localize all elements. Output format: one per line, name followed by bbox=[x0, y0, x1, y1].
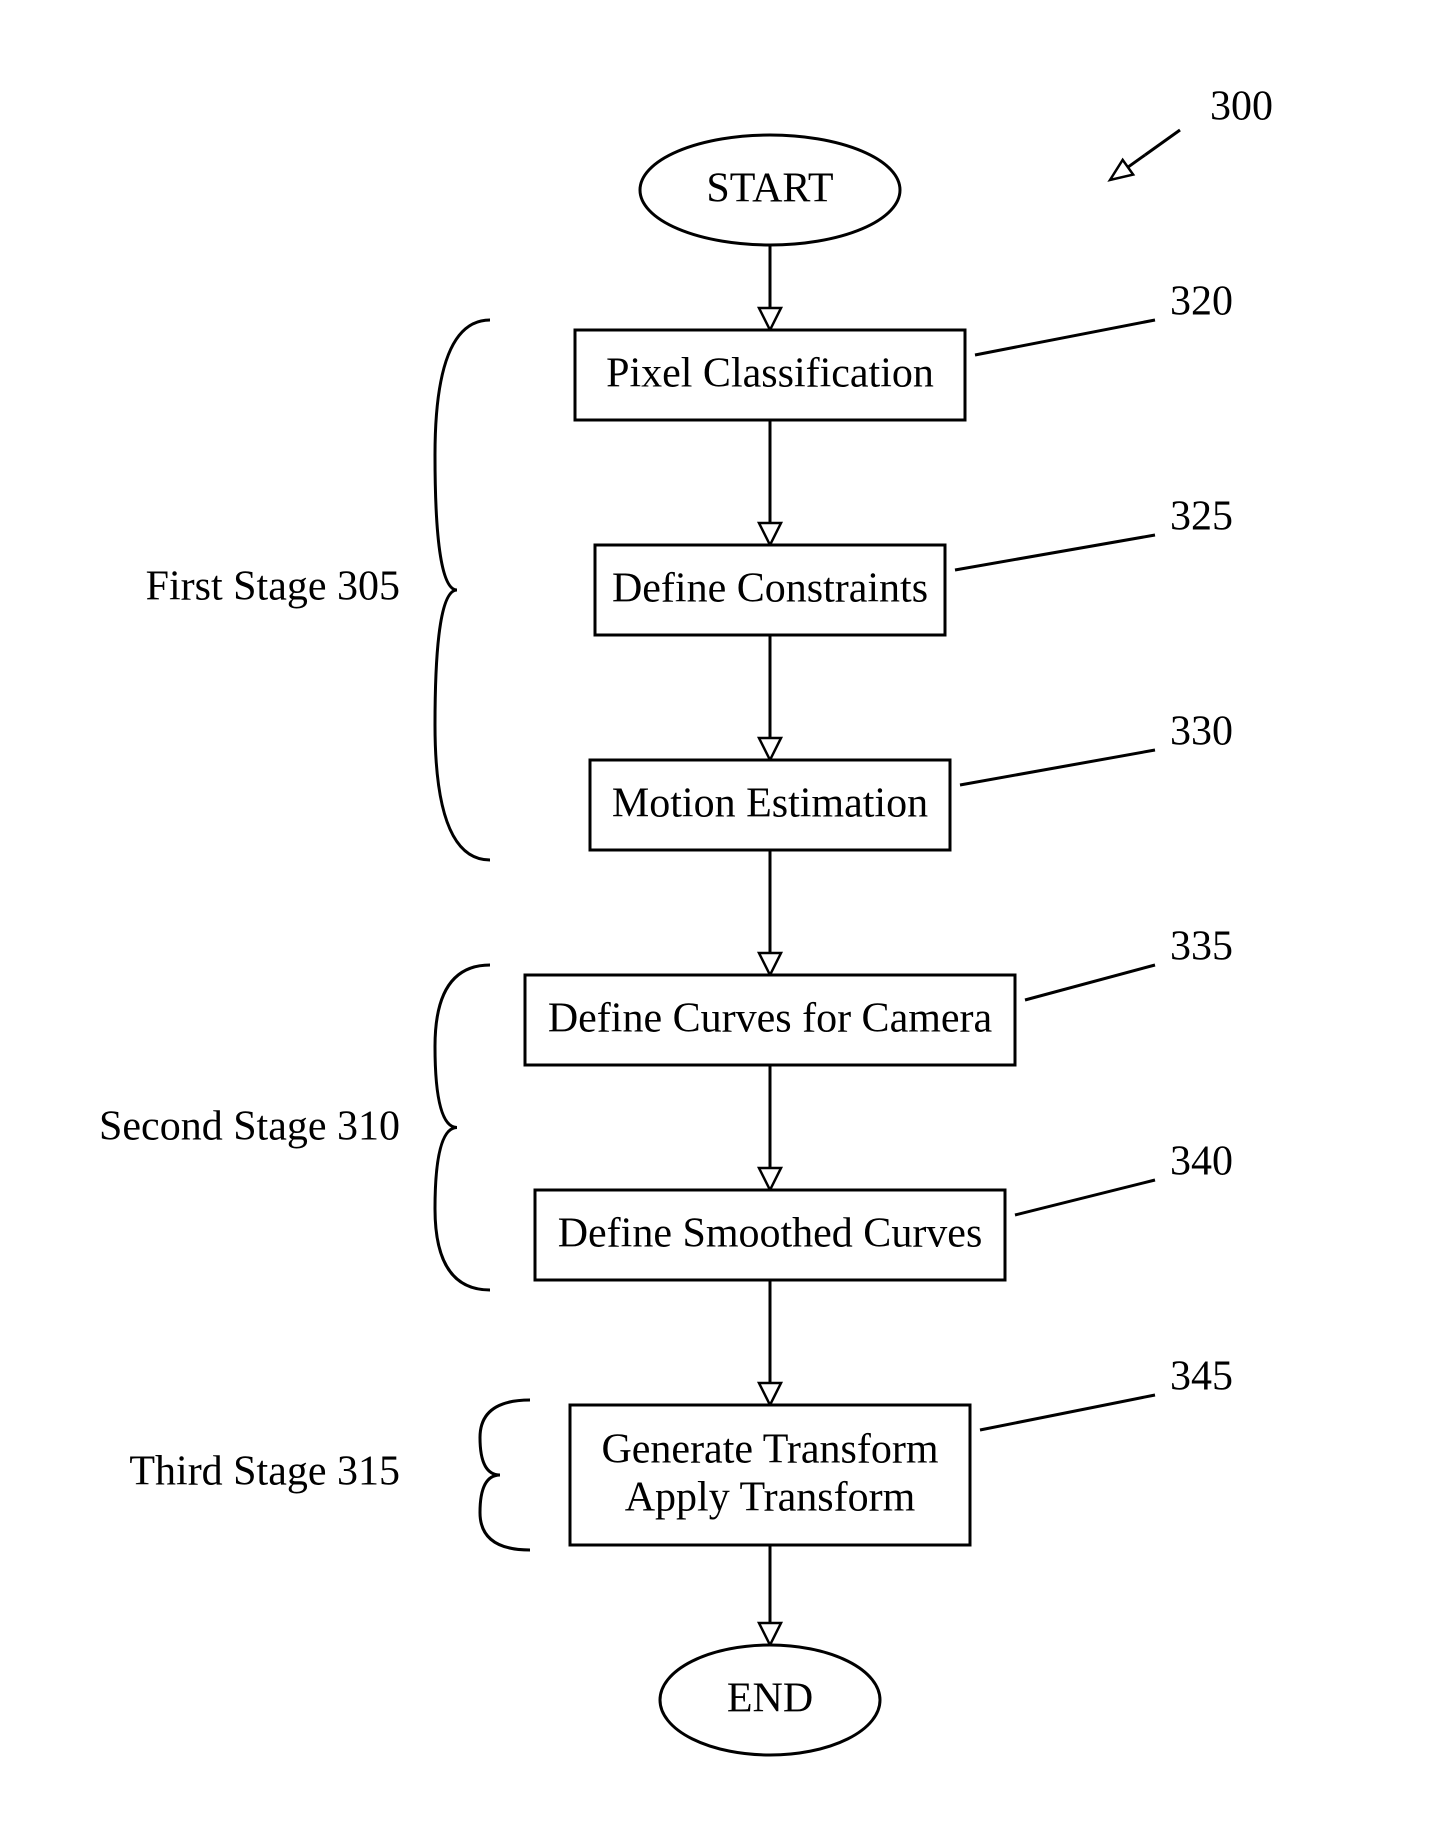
s305-label: First Stage 305 bbox=[146, 564, 400, 610]
n340-label: Define Smoothed Curves bbox=[558, 1211, 983, 1257]
n330-label: Motion Estimation bbox=[612, 781, 928, 827]
n320-label: Pixel Classification bbox=[606, 351, 934, 397]
start: START bbox=[640, 135, 900, 245]
n340: Define Smoothed Curves bbox=[535, 1190, 1005, 1280]
n325-label: Define Constraints bbox=[612, 566, 928, 612]
n330: Motion Estimation bbox=[590, 760, 950, 850]
s315-label: Third Stage 315 bbox=[129, 1449, 400, 1495]
figure-number: 300 bbox=[1210, 84, 1273, 130]
n345: Generate TransformApply Transform bbox=[570, 1405, 970, 1545]
n335-label: Define Curves for Camera bbox=[548, 996, 993, 1042]
s310-label: Second Stage 310 bbox=[99, 1104, 400, 1150]
c330-label: 330 bbox=[1170, 709, 1233, 755]
n345-line0: Generate Transform bbox=[601, 1427, 938, 1473]
end-label: END bbox=[727, 1676, 813, 1722]
n320: Pixel Classification bbox=[575, 330, 965, 420]
start-label: START bbox=[706, 166, 833, 212]
n345-line1: Apply Transform bbox=[625, 1475, 916, 1521]
c320-label: 320 bbox=[1170, 279, 1233, 325]
end: END bbox=[660, 1645, 880, 1755]
c345-label: 345 bbox=[1170, 1354, 1233, 1400]
n335: Define Curves for Camera bbox=[525, 975, 1015, 1065]
c340-label: 340 bbox=[1170, 1139, 1233, 1185]
c335-label: 335 bbox=[1170, 924, 1233, 970]
c325-label: 325 bbox=[1170, 494, 1233, 540]
n325: Define Constraints bbox=[595, 545, 945, 635]
